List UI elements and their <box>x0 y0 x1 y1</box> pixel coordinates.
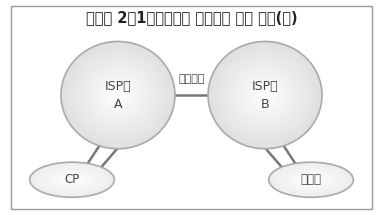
Text: 〔그림 2－1〕　인터넷 트래픽의 전달 구조(예): 〔그림 2－1〕 인터넷 트래픽의 전달 구조(예) <box>86 11 297 26</box>
Text: CP: CP <box>64 173 80 186</box>
Ellipse shape <box>242 74 288 117</box>
Text: 이용자: 이용자 <box>301 173 321 186</box>
Ellipse shape <box>61 41 175 149</box>
Ellipse shape <box>234 66 296 125</box>
Ellipse shape <box>32 163 112 197</box>
Ellipse shape <box>51 171 93 189</box>
Text: ISP망
B: ISP망 B <box>252 80 278 111</box>
Ellipse shape <box>40 167 104 193</box>
Ellipse shape <box>65 177 79 182</box>
Ellipse shape <box>78 58 158 133</box>
Ellipse shape <box>288 170 334 189</box>
Ellipse shape <box>269 162 353 197</box>
Ellipse shape <box>98 76 138 114</box>
Ellipse shape <box>304 177 318 182</box>
Ellipse shape <box>294 173 328 187</box>
Ellipse shape <box>49 170 95 189</box>
Ellipse shape <box>64 176 80 183</box>
Ellipse shape <box>30 162 114 197</box>
Ellipse shape <box>245 76 285 114</box>
Ellipse shape <box>92 71 144 119</box>
Ellipse shape <box>55 173 89 187</box>
Ellipse shape <box>95 74 141 117</box>
Ellipse shape <box>90 68 146 122</box>
Ellipse shape <box>279 167 343 193</box>
Ellipse shape <box>300 175 322 184</box>
Ellipse shape <box>283 168 339 191</box>
Ellipse shape <box>112 90 124 100</box>
Ellipse shape <box>259 90 271 100</box>
Ellipse shape <box>36 165 108 195</box>
Ellipse shape <box>110 87 126 103</box>
Ellipse shape <box>282 167 340 192</box>
Ellipse shape <box>70 179 74 181</box>
Text: 상호접속: 상호접속 <box>178 74 205 84</box>
Ellipse shape <box>277 166 345 194</box>
Ellipse shape <box>262 92 268 98</box>
Ellipse shape <box>214 47 316 143</box>
Ellipse shape <box>64 44 172 146</box>
Ellipse shape <box>34 164 110 195</box>
Ellipse shape <box>251 82 279 109</box>
Ellipse shape <box>219 52 311 138</box>
Ellipse shape <box>296 174 326 186</box>
Ellipse shape <box>87 66 149 125</box>
Ellipse shape <box>303 176 319 183</box>
Ellipse shape <box>38 166 106 194</box>
Ellipse shape <box>67 47 169 143</box>
Ellipse shape <box>254 84 277 106</box>
Ellipse shape <box>248 79 282 111</box>
Ellipse shape <box>81 60 155 130</box>
Ellipse shape <box>286 169 336 190</box>
Ellipse shape <box>228 60 302 130</box>
Ellipse shape <box>208 41 322 149</box>
Ellipse shape <box>237 68 293 122</box>
Ellipse shape <box>271 163 351 197</box>
Ellipse shape <box>59 175 85 185</box>
Ellipse shape <box>211 44 319 146</box>
Ellipse shape <box>75 55 161 135</box>
Ellipse shape <box>275 165 347 195</box>
Ellipse shape <box>106 84 129 106</box>
Text: ISP망
A: ISP망 A <box>105 80 131 111</box>
Ellipse shape <box>257 87 273 103</box>
Ellipse shape <box>231 63 299 127</box>
Ellipse shape <box>298 175 324 185</box>
Ellipse shape <box>70 49 166 141</box>
Ellipse shape <box>43 167 101 192</box>
Ellipse shape <box>84 63 152 127</box>
Ellipse shape <box>307 178 315 181</box>
Ellipse shape <box>53 172 91 188</box>
Ellipse shape <box>115 92 121 98</box>
Ellipse shape <box>273 164 349 195</box>
Ellipse shape <box>290 171 332 189</box>
Ellipse shape <box>292 172 330 188</box>
Ellipse shape <box>239 71 291 119</box>
Ellipse shape <box>61 175 83 184</box>
Ellipse shape <box>101 79 135 111</box>
Ellipse shape <box>47 169 97 190</box>
Ellipse shape <box>217 49 313 141</box>
Ellipse shape <box>225 58 305 133</box>
Ellipse shape <box>57 174 87 186</box>
Ellipse shape <box>104 82 132 109</box>
Ellipse shape <box>44 168 100 191</box>
Ellipse shape <box>309 179 313 181</box>
Ellipse shape <box>68 178 76 181</box>
Ellipse shape <box>72 52 164 138</box>
Ellipse shape <box>222 55 308 135</box>
